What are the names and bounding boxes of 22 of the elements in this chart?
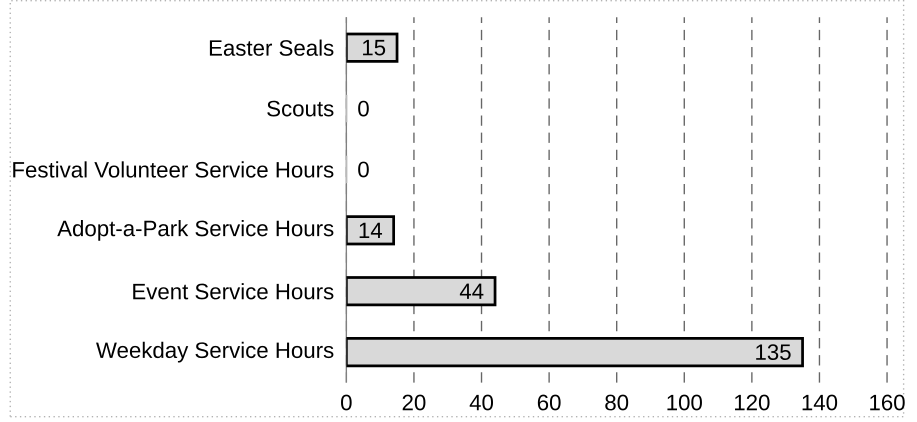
x-tick-label: 60 <box>538 394 561 410</box>
x-tick-label: 20 <box>402 394 426 410</box>
data-label: 0 <box>358 162 369 178</box>
x-tick-label: 0 <box>341 394 352 410</box>
x-tick-label: 120 <box>735 394 770 410</box>
y-tick-label: Easter Seals <box>210 40 334 56</box>
bar <box>346 337 804 368</box>
x-tick-label: 140 <box>802 394 838 410</box>
y-tick-label: Festival Volunteer Service Hours <box>13 161 334 178</box>
y-tick-label: Event Service Hours <box>133 283 334 300</box>
x-tick-label: 160 <box>870 394 905 410</box>
data-label: 0 <box>358 100 369 117</box>
x-tick-label: 80 <box>605 394 628 410</box>
data-label: 44 <box>460 284 484 299</box>
data-label: 135 <box>756 344 791 360</box>
y-tick-label: Scouts <box>267 100 334 117</box>
y-tick-label: Weekday Service Hours <box>96 342 334 363</box>
x-tick-label: 40 <box>470 394 494 410</box>
data-label: 15 <box>363 40 386 56</box>
data-label: 14 <box>360 222 382 238</box>
y-tick-label: Adopt-a-Park Service Hours <box>57 220 334 241</box>
x-tick-label: 100 <box>667 394 702 410</box>
